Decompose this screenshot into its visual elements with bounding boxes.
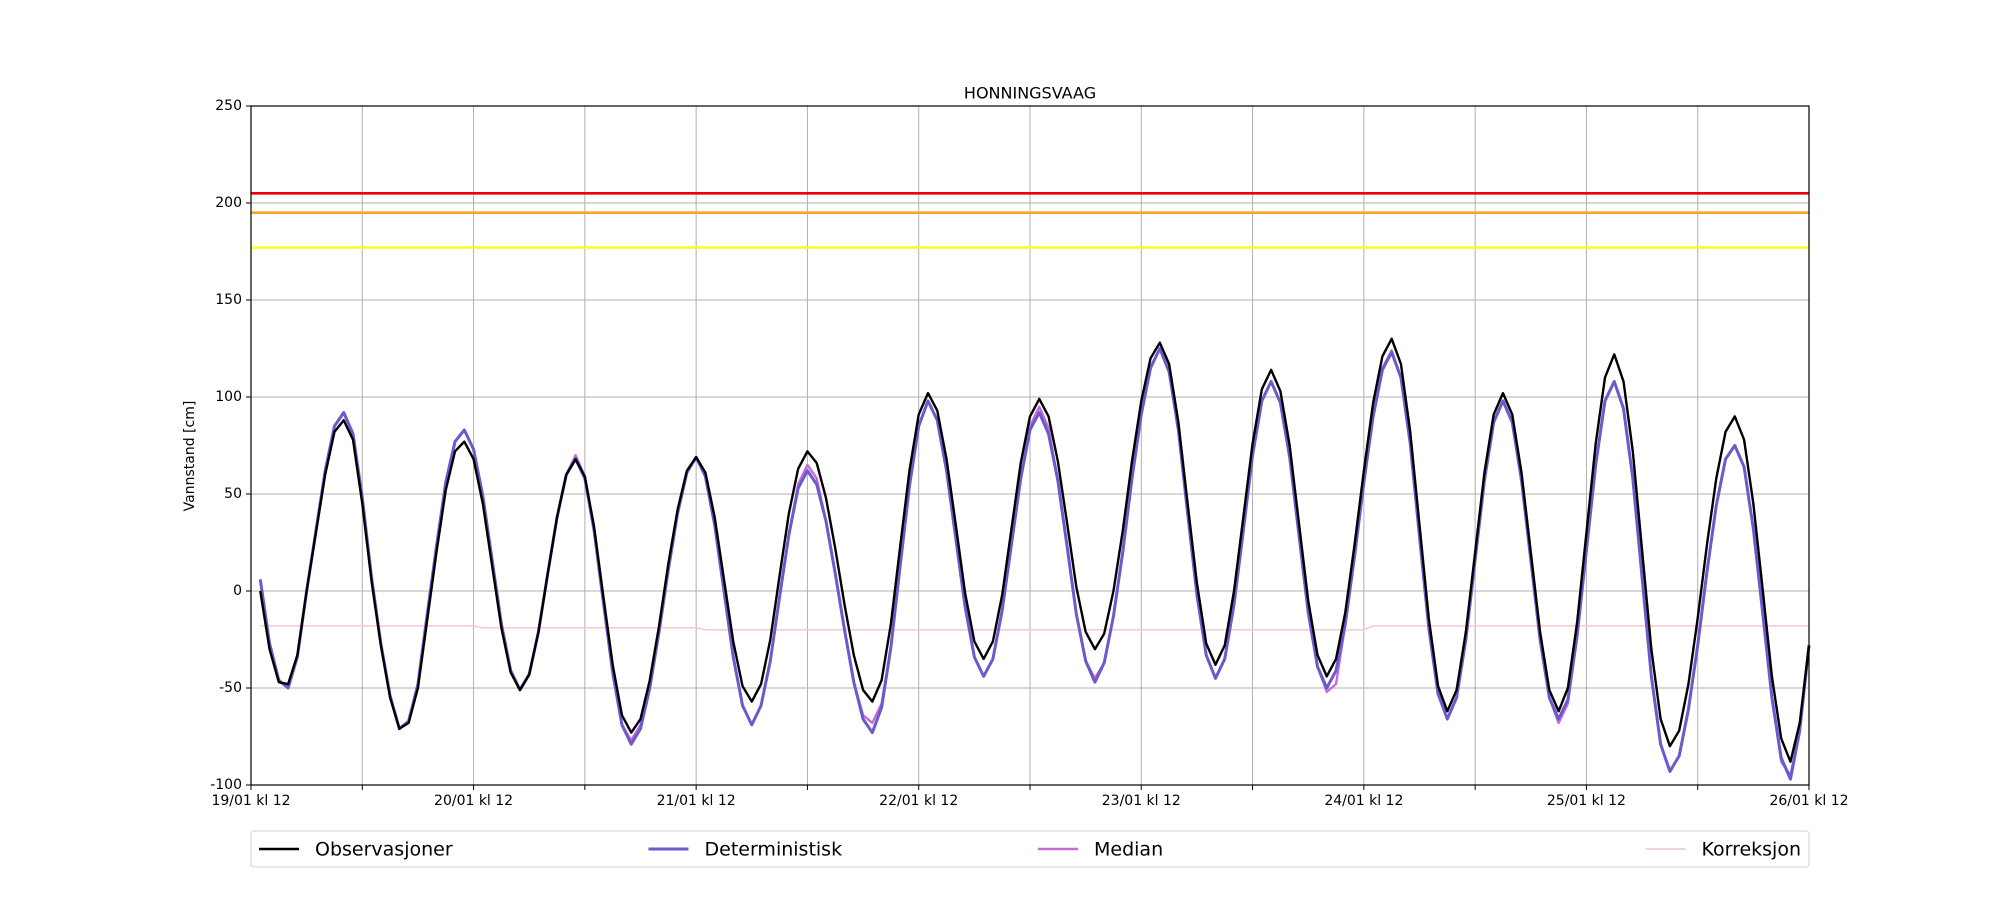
x-tick-label: 24/01 kl 12	[1324, 793, 1403, 809]
legend-label: Median	[1094, 839, 1163, 861]
series-line	[259, 337, 1811, 763]
y-tick-label: 100	[215, 389, 242, 405]
legend-label: Korreksjon	[1701, 839, 1801, 861]
y-tick-label: 150	[215, 292, 242, 308]
y-tick-label: -100	[210, 777, 242, 793]
legend-label: Deterministisk	[705, 839, 843, 861]
legend-item: Deterministisk	[648, 839, 843, 861]
x-tick-label: 20/01 kl 12	[434, 793, 513, 809]
y-tick-label: 50	[224, 486, 242, 502]
legend-item: Observasjoner	[259, 839, 453, 861]
x-tick-label: 23/01 kl 12	[1102, 793, 1181, 809]
legend-item: Korreksjon	[1645, 839, 1801, 861]
x-tick-label: 19/01 kl 12	[211, 793, 290, 809]
x-tick-label: 25/01 kl 12	[1547, 793, 1626, 809]
legend-label: Observasjoner	[315, 839, 453, 861]
legend-box	[250, 830, 1810, 868]
legend-item: Median	[1038, 839, 1163, 861]
chart-title: HONNINGSVAAG	[964, 84, 1096, 103]
y-tick-label: 0	[233, 583, 242, 599]
x-tick-label: 22/01 kl 12	[879, 793, 958, 809]
plot-frame	[250, 105, 1810, 786]
x-tick-label: 21/01 kl 12	[657, 793, 736, 809]
series-line	[260, 625, 1809, 631]
x-tick-label: 26/01 kl 12	[1769, 793, 1848, 809]
y-tick-label: -50	[219, 680, 242, 696]
y-tick-label: 250	[215, 98, 242, 114]
y-tick-label: 200	[215, 195, 242, 211]
y-axis-label: Vannstand [cm]	[182, 401, 198, 512]
